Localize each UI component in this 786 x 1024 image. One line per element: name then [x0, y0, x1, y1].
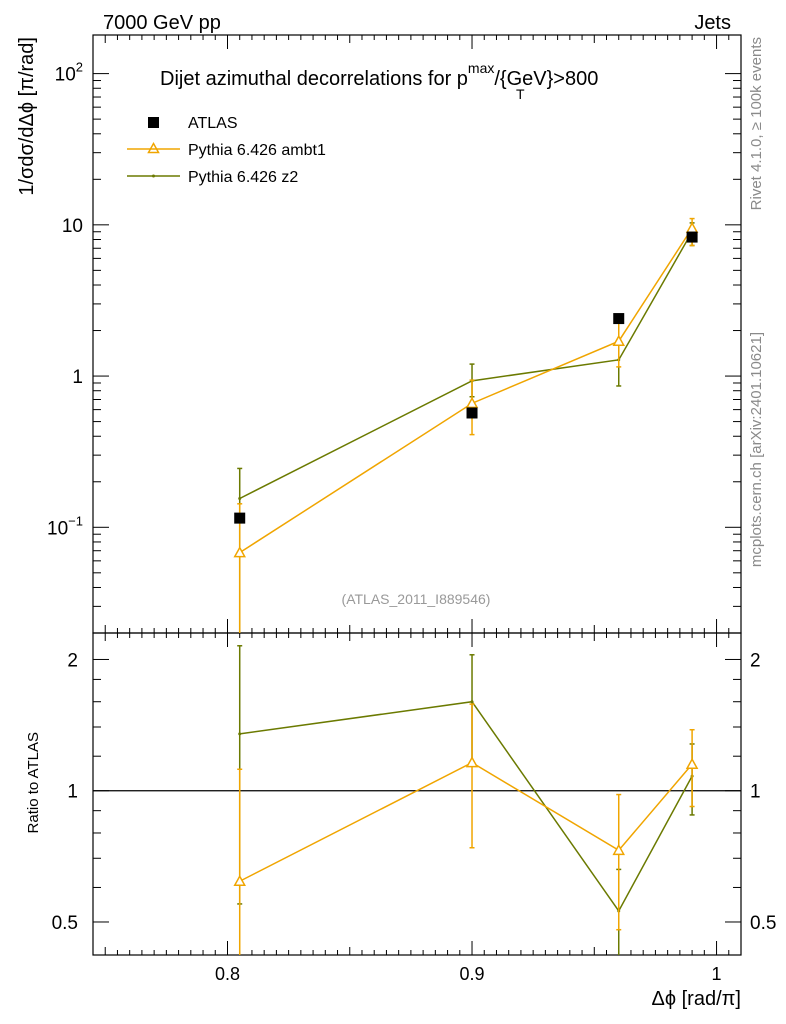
- header-right: Jets: [694, 12, 731, 34]
- x-tick-label: 1: [712, 964, 722, 984]
- series-line: [239, 227, 693, 554]
- x-tick-label: 0.8: [215, 964, 240, 984]
- data-point: [465, 396, 479, 409]
- title-sub: T: [516, 86, 525, 102]
- ratio-point: [685, 757, 699, 770]
- ratio-tick-label-right: 0.5: [750, 913, 776, 934]
- legend: ATLAS Pythia 6.426 ambt1 Pythia 6.426 z2: [127, 115, 326, 186]
- rivet-label: Rivet 4.1.0, ≥ 100k events: [748, 37, 765, 210]
- ratio-line: [239, 700, 693, 913]
- data-point: [612, 334, 626, 346]
- data-point: [685, 221, 699, 233]
- legend-ambt1-label: Pythia 6.426 ambt1: [188, 142, 326, 159]
- source-label: mcplots.cern.ch [arXiv:2401.10621]: [748, 332, 765, 567]
- ratio-point: [238, 732, 242, 736]
- data-point: [233, 546, 246, 558]
- y-tick-label: 10−1: [47, 513, 83, 539]
- x-tick-label: 0.9: [460, 964, 485, 984]
- analysis-label: (ATLAS_2011_I889546): [342, 591, 491, 607]
- atlas-data-point: [234, 512, 246, 524]
- ratio-panel-frame: [92, 632, 742, 956]
- header-left: 7000 GeV pp: [103, 12, 221, 34]
- legend-atlas-marker: [148, 117, 159, 128]
- legend-z2-label: Pythia 6.426 z2: [188, 169, 298, 186]
- ratio-point: [233, 874, 246, 886]
- main-plot-marks: [233, 217, 699, 633]
- chart-title: Dijet azimuthal decorrelations for pmax/…: [160, 60, 598, 90]
- ratio-point: [612, 843, 626, 856]
- atlas-data-point: [613, 313, 625, 325]
- legend-z2-marker: [152, 174, 155, 178]
- ratio-y-axis-label: Ratio to ATLAS: [25, 732, 42, 833]
- atlas-data-point: [686, 231, 698, 243]
- title-sup: max: [468, 60, 494, 76]
- ratio-point: [465, 756, 479, 768]
- ratio-tick-label-right: 2: [750, 650, 761, 671]
- legend-atlas-label: ATLAS: [188, 115, 238, 132]
- series-line: [239, 231, 693, 500]
- ratio-plot-marks: [233, 645, 699, 955]
- ratio-tick-label-right: 1: [750, 782, 761, 803]
- x-axis-label: Δϕ [rad/π]: [652, 988, 742, 1010]
- y-tick-label: 102: [55, 60, 83, 86]
- main-y-axis-label: 1/σdσ/dΔϕ [π/rad]: [16, 37, 38, 196]
- ratio-tick-label: 0.5: [52, 913, 78, 934]
- title-suffix: /{GeV}>800: [494, 68, 598, 90]
- legend-ambt1-marker: [147, 141, 160, 154]
- y-tick-label: 1: [72, 367, 83, 388]
- ratio-point: [470, 700, 474, 704]
- title-main: Dijet azimuthal decorrelations for p: [160, 68, 468, 90]
- atlas-data-point: [466, 407, 478, 419]
- axes-ticks: 0.8 0.9 1 10−1 1 10 102 0.5 0.5 1 1 2 2: [47, 35, 776, 984]
- data-point: [238, 497, 242, 501]
- y-tick-label: 10: [62, 216, 83, 237]
- ratio-tick-label: 1: [67, 782, 78, 803]
- ratio-line: [239, 761, 693, 882]
- ratio-tick-label: 2: [67, 650, 78, 671]
